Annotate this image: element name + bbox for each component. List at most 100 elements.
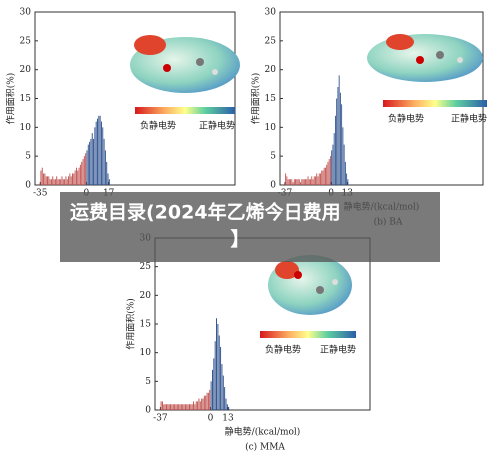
bar (167, 404, 169, 410)
bar (317, 176, 319, 185)
bar (58, 179, 60, 185)
bar (336, 98, 338, 185)
bar (166, 404, 167, 410)
bar (184, 404, 186, 410)
bar (201, 398, 203, 410)
bar (206, 392, 208, 410)
bar (220, 346, 222, 410)
bar (331, 150, 333, 185)
bar (70, 176, 72, 185)
bar (302, 179, 304, 185)
bar (288, 179, 290, 185)
bar (341, 104, 343, 185)
bar (66, 179, 68, 185)
bar (189, 404, 190, 410)
bar (172, 404, 174, 410)
bar (108, 179, 110, 185)
y-axis-label: 作用面积(%) (5, 73, 17, 125)
y-tick-label: 20 (265, 65, 277, 75)
bar (107, 173, 109, 185)
y-axis-label: 作用面积(%) (125, 298, 137, 350)
y-tick-label: 15 (265, 94, 277, 104)
bar (171, 404, 173, 410)
bar (175, 404, 177, 410)
bar (57, 179, 59, 185)
bar (77, 170, 79, 185)
banner: 运费目录(2024年乙烯今日费用 】 (60, 192, 440, 262)
bar (211, 369, 213, 410)
bar (98, 115, 100, 185)
bar (226, 404, 228, 410)
bar (190, 404, 192, 410)
bar (186, 404, 188, 410)
bar (330, 156, 331, 185)
bar (327, 161, 329, 185)
bar (160, 401, 162, 410)
bar (79, 164, 81, 185)
bar (50, 179, 52, 185)
bar (300, 182, 301, 185)
bar (53, 179, 55, 185)
bar (86, 150, 88, 185)
bar (61, 176, 63, 185)
bar (194, 404, 196, 410)
legend-label: 负静电势 (140, 120, 176, 132)
bar (310, 179, 311, 185)
bar (347, 179, 349, 185)
legend-label: 正静电势 (451, 113, 487, 125)
y-tick-label: 30 (20, 8, 32, 18)
bar (72, 173, 73, 185)
legend-label: 正静电势 (199, 120, 235, 132)
bar (48, 176, 50, 185)
y-tick-label: 20 (140, 291, 152, 301)
bar (65, 176, 67, 185)
bar (193, 401, 195, 410)
bar (296, 179, 298, 185)
y-tick-label: 15 (20, 94, 32, 104)
bar (224, 387, 226, 410)
bar (293, 179, 295, 185)
bar (187, 404, 189, 410)
bar (218, 335, 220, 410)
bar (164, 404, 166, 410)
y-tick-label: 0 (25, 181, 31, 191)
bar (102, 127, 104, 185)
bar (104, 150, 106, 185)
y-tick-label: 15 (140, 320, 152, 330)
banner-subtitle: 】 (230, 228, 249, 251)
bar (52, 176, 54, 185)
bar (163, 404, 165, 410)
y-axis-label: 作用面积(%) (250, 73, 262, 125)
x-tick-label: 13 (222, 414, 234, 424)
bar (178, 404, 180, 410)
bar (298, 179, 300, 185)
x-axis-label: 静电势/(kcal/mol) (225, 426, 301, 438)
bar (174, 404, 176, 410)
bar (100, 121, 102, 185)
y-tick-label: 25 (20, 36, 32, 46)
bar (321, 170, 323, 185)
y-tick-label: 30 (265, 8, 277, 18)
bar (344, 161, 346, 185)
bar (170, 404, 172, 410)
y-tick-label: 10 (265, 123, 277, 133)
bar (90, 138, 92, 185)
bar (322, 170, 324, 185)
bar (214, 341, 216, 410)
y-tick-label: 25 (140, 262, 152, 272)
bar (210, 381, 212, 410)
bar (195, 401, 197, 410)
bar (228, 407, 230, 410)
bar (54, 179, 56, 185)
bar (182, 404, 184, 410)
bar (318, 173, 320, 185)
bar (99, 115, 101, 185)
y-tick-label: 0 (270, 181, 276, 191)
bar (308, 179, 310, 185)
bar (217, 324, 219, 410)
bar (291, 179, 293, 185)
bar (44, 173, 46, 185)
bar (191, 404, 193, 410)
legend-colorbar (260, 331, 356, 338)
